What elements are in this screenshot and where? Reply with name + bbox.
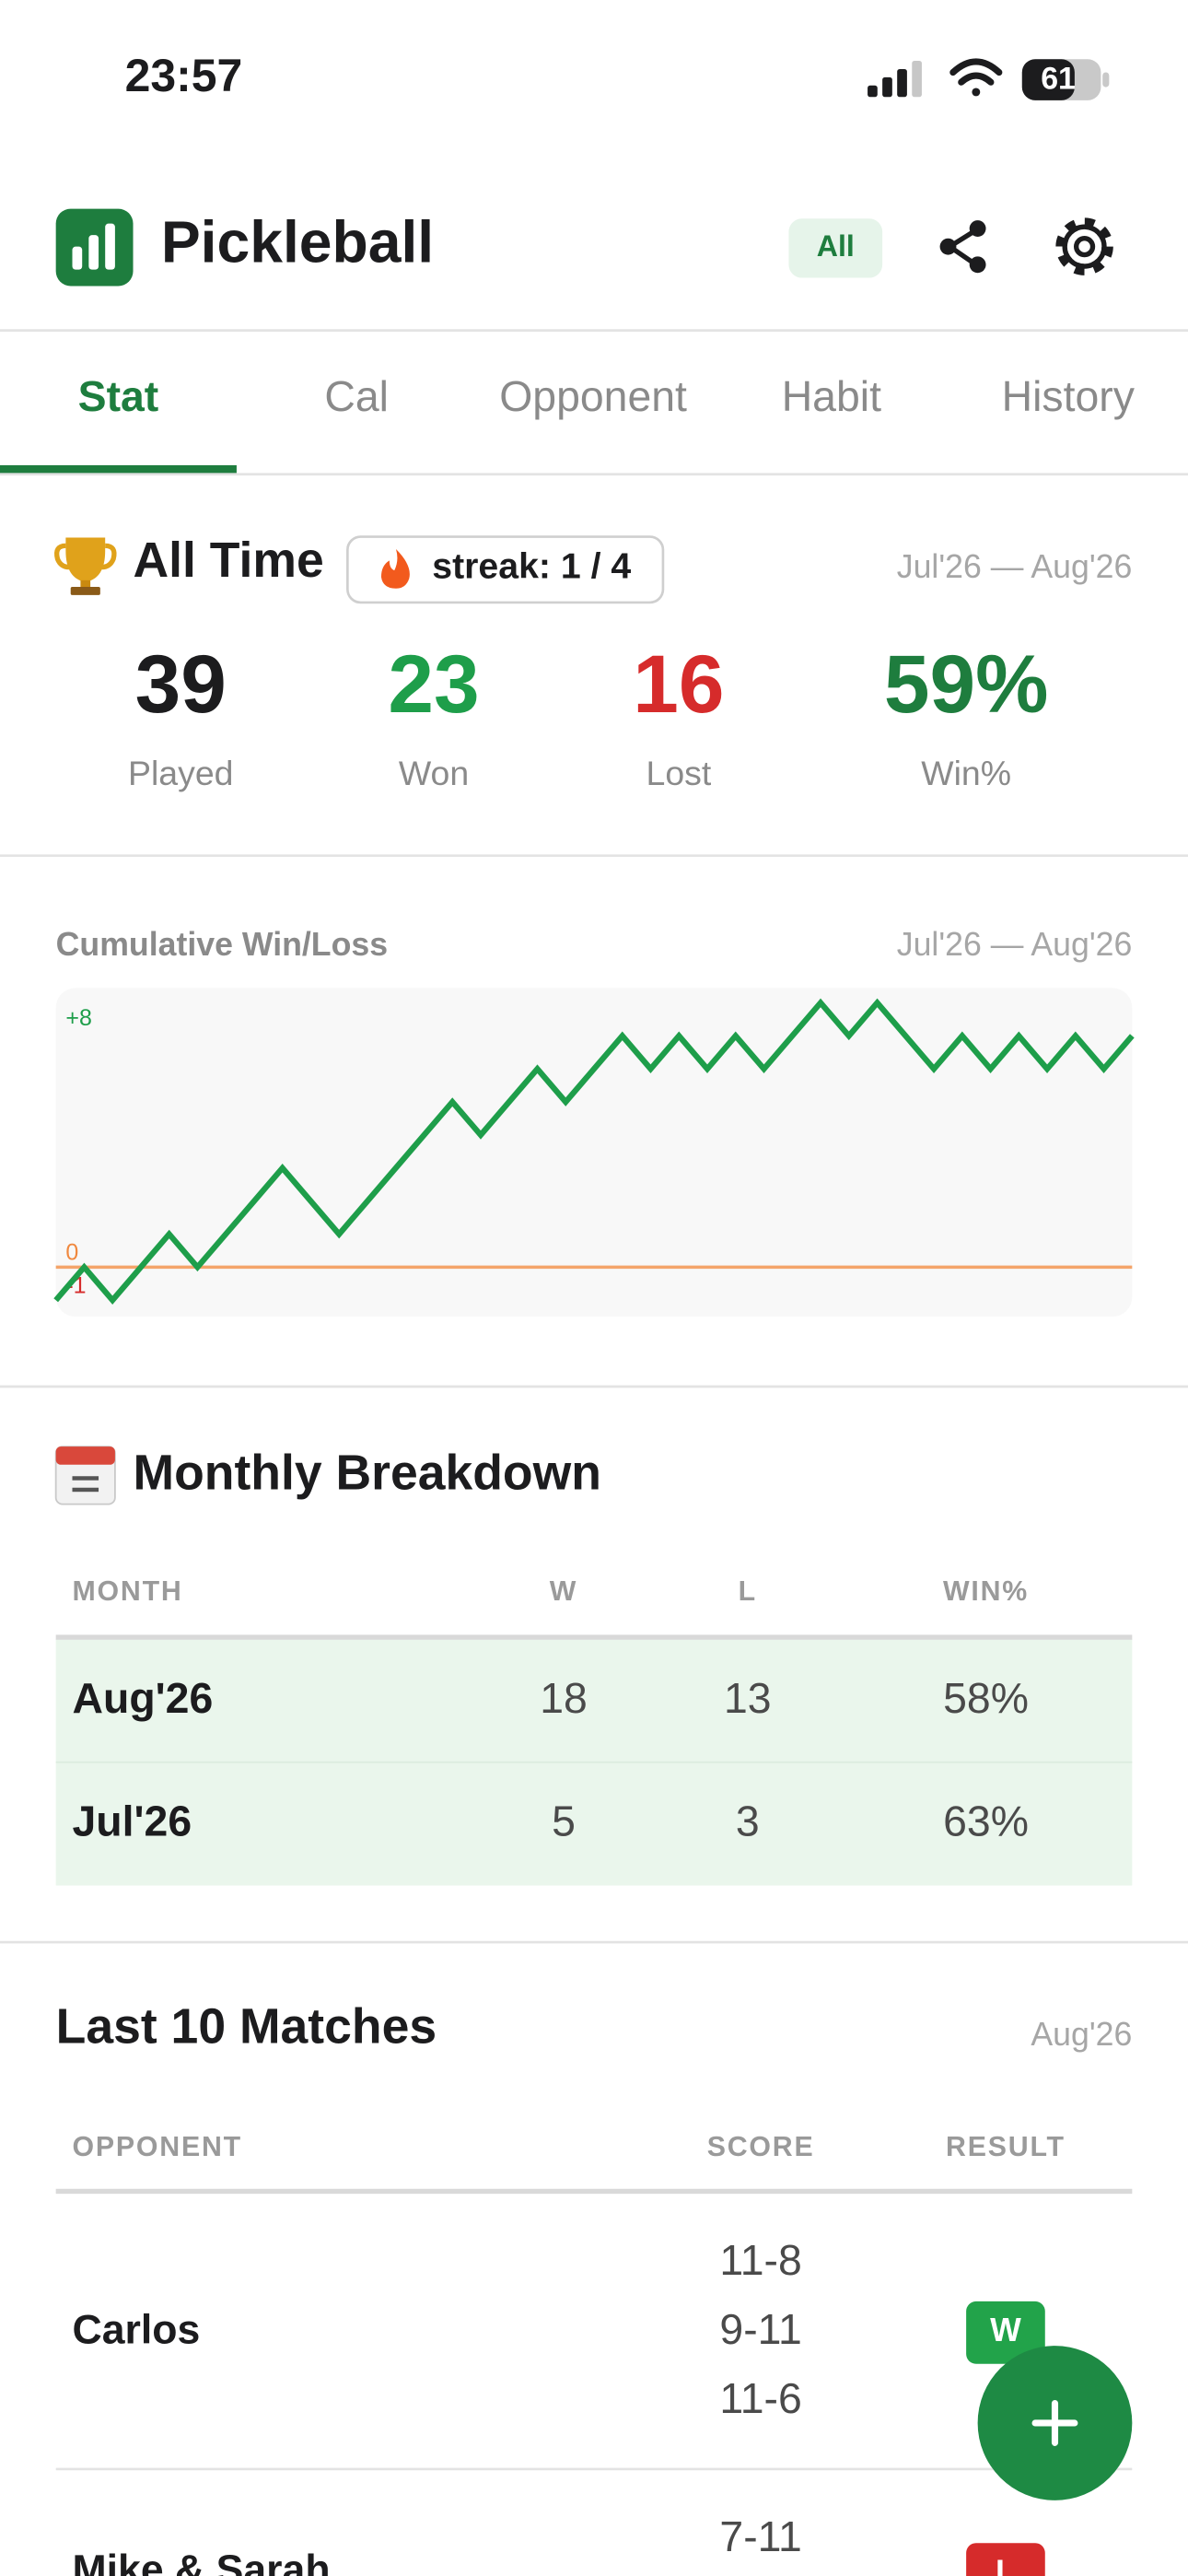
tab[interactable]: History: [1002, 372, 1136, 420]
monthly-table: MONTH W L WIN% Aug'26 18 13 58% Jul'26 5 3 63%: [55, 1576, 1133, 1886]
stat-value: 23: [388, 638, 479, 730]
stat-value: 59%: [884, 638, 1049, 730]
column-header: RESULT: [946, 2132, 1066, 2162]
table-cell: 18: [540, 1674, 588, 1722]
opponent-name: Mike & Sarah: [73, 2547, 331, 2576]
table-cell: Jul'26: [73, 1797, 192, 1845]
table-cell: 3: [736, 1797, 760, 1845]
score: 11-6: [719, 2374, 801, 2422]
active-tab-indicator: [0, 464, 237, 474]
stats-row: 39 Played 23 Won 16 Lost 59% Win%: [128, 638, 1048, 792]
stat-value: 16: [633, 638, 724, 730]
status-time: 23:57: [125, 50, 243, 101]
stat-label: Played: [128, 754, 234, 792]
column-header: MONTH: [73, 1576, 183, 1607]
tab-bar: Stat Cal Opponent Habit History: [78, 372, 1136, 420]
cumulative-line: [53, 998, 1135, 1306]
result-badge: [966, 2301, 1045, 2364]
filter-pill[interactable]: [788, 218, 883, 278]
signal-icon: [868, 61, 922, 98]
fire-icon: [380, 548, 410, 589]
trophy-icon: [53, 537, 117, 595]
wifi-icon: [949, 58, 1003, 97]
opponent-name: Carlos: [73, 2308, 201, 2353]
column-header: OPPONENT: [73, 2132, 242, 2162]
stat-label: Win%: [921, 754, 1011, 792]
chart: +80-1: [53, 998, 1135, 1306]
summary-title: All Time: [134, 533, 324, 588]
tab[interactable]: Habit: [782, 372, 881, 420]
table-cell: 63%: [943, 1797, 1029, 1845]
y-tick-label: +8: [65, 1005, 91, 1031]
y-tick-label: 0: [65, 1240, 78, 1266]
table-cell: 13: [724, 1674, 772, 1722]
share-button[interactable]: [939, 220, 986, 274]
result-badge: [966, 2543, 1045, 2576]
app-icon: [55, 208, 134, 287]
table-cell: 5: [552, 1797, 576, 1845]
score: 11-8: [719, 2236, 801, 2284]
matches-title: Last 10 Matches: [56, 2000, 437, 2055]
table-cell: 58%: [943, 1674, 1029, 1722]
column-header: SCORE: [707, 2132, 815, 2162]
chart-title: Cumulative Win/Loss: [56, 926, 388, 963]
tab[interactable]: Stat: [78, 372, 159, 420]
table-row: [55, 1762, 1133, 1886]
chart-area: [55, 988, 1133, 1317]
battery-icon: 61: [1021, 59, 1110, 100]
table-cell: Aug'26: [73, 1674, 214, 1722]
monthly-title: Monthly Breakdown: [134, 1446, 601, 1500]
result-label: L: [996, 2554, 1016, 2576]
column-header: W: [550, 1576, 577, 1607]
filter-label[interactable]: All: [817, 229, 855, 263]
settings-button[interactable]: [1055, 217, 1113, 275]
tab[interactable]: Cal: [324, 372, 389, 420]
battery-level: 61: [1041, 61, 1076, 96]
streak-label: streak: 1 / 4: [432, 546, 631, 587]
chart-range: Jul'26 — Aug'26: [897, 926, 1133, 963]
calendar-icon: [54, 1446, 116, 1505]
matches-range: Aug'26: [1031, 2016, 1132, 2053]
score: 7-11: [719, 2512, 801, 2560]
score: 9-11: [719, 2305, 801, 2353]
tab[interactable]: Opponent: [499, 372, 687, 420]
stat-value: 39: [135, 638, 227, 730]
app-title: Pickleball: [161, 209, 434, 275]
stat-label: Lost: [646, 754, 711, 792]
result-label: W: [990, 2312, 1021, 2348]
add-match-button[interactable]: [977, 2346, 1133, 2500]
column-header: L: [739, 1576, 757, 1607]
matches-table: OPPONENT SCORE RESULT Carlos 11-8 9-11 11-6 W Mi…: [55, 2132, 1133, 2576]
summary-range: Jul'26 — Aug'26: [897, 548, 1133, 585]
stat-label: Won: [399, 754, 469, 792]
streak-pill: [346, 535, 665, 604]
column-header: WIN%: [943, 1576, 1029, 1607]
table-row: [55, 1638, 1133, 1762]
